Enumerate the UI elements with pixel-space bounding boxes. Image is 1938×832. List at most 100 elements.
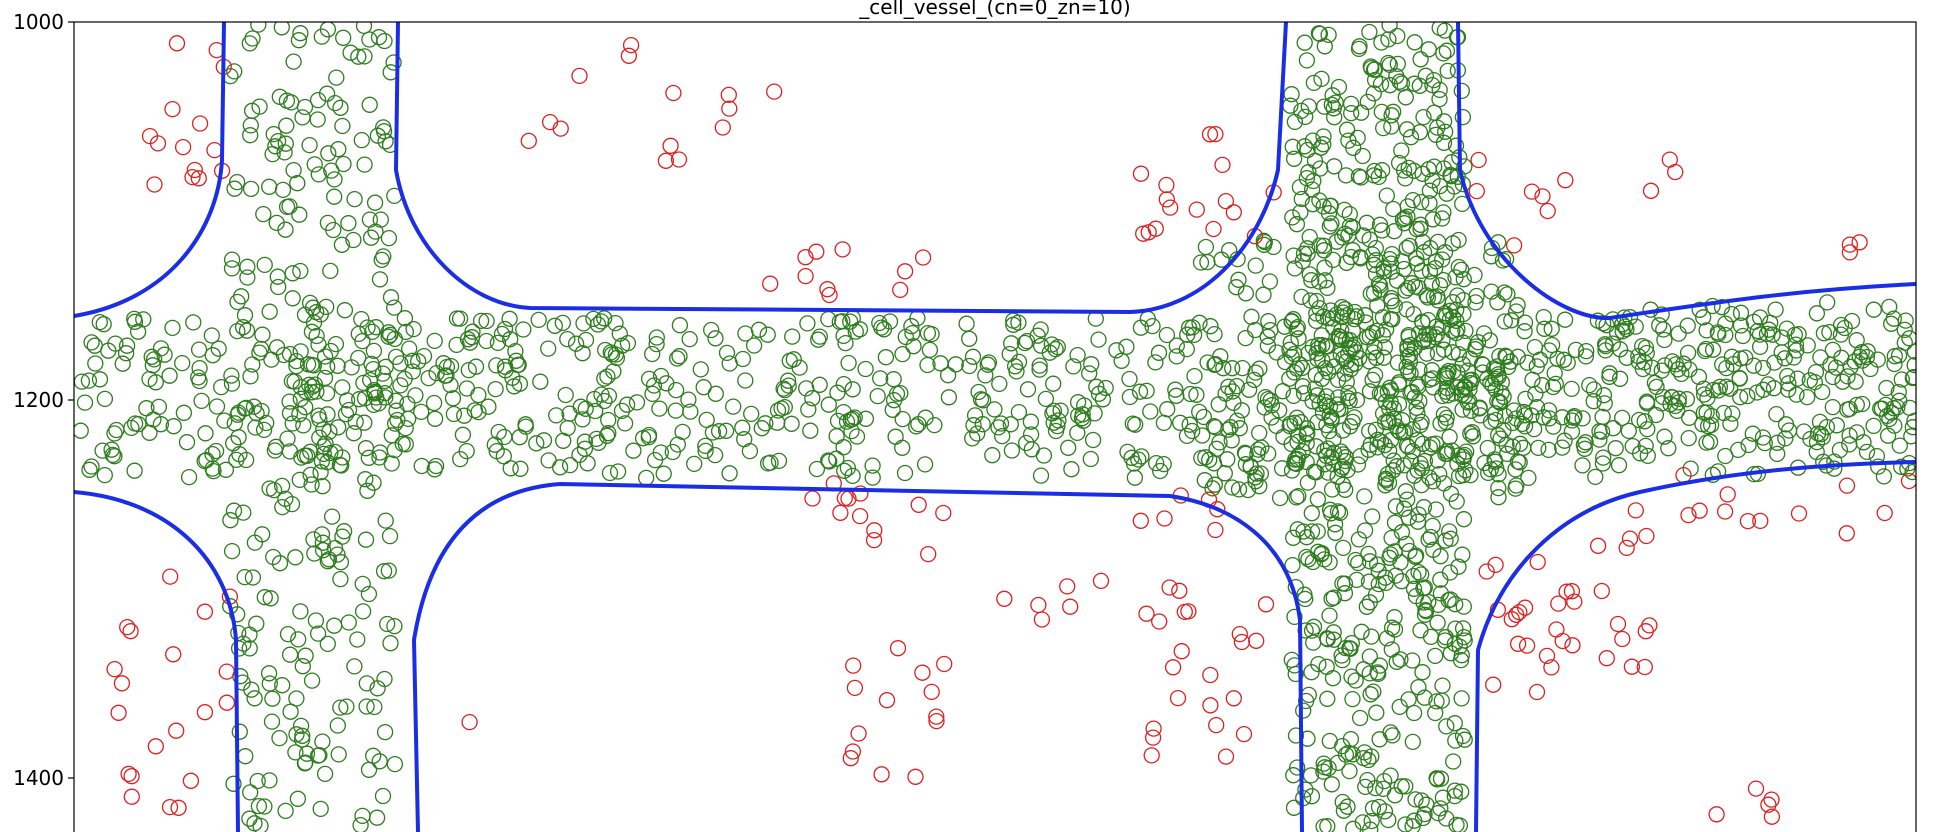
inside-cell-marker (1031, 357, 1048, 374)
inside-cell-marker (223, 260, 241, 277)
inside-cell-marker (1126, 469, 1144, 486)
outside-cell-marker (1158, 176, 1175, 194)
inside-cell-marker (1294, 378, 1311, 395)
inside-cell-marker (1286, 364, 1303, 381)
outside-cell-marker (670, 151, 688, 168)
inside-cell-marker (307, 612, 325, 629)
inside-cell-marker (1323, 96, 1340, 113)
inside-cell-marker (340, 614, 357, 631)
inside-cell-marker (1285, 150, 1303, 167)
inside-cell-marker (1373, 385, 1391, 403)
inside-cell-marker (1408, 220, 1425, 238)
inside-cell-marker (1344, 413, 1361, 431)
inside-cell-marker (1400, 159, 1417, 177)
inside-cell-marker (644, 385, 661, 403)
inside-cell-marker (1421, 182, 1439, 199)
inside-cell-marker (1191, 403, 1208, 421)
inside-cell-marker (1432, 415, 1449, 432)
inside-cell-marker (375, 248, 392, 265)
outside-cell-marker (1851, 234, 1868, 251)
inside-cell-marker (1323, 412, 1340, 429)
inside-cell-marker (551, 459, 569, 476)
outside-cell-marker (1838, 477, 1856, 494)
outside-cell-marker (1468, 182, 1485, 200)
inside-cell-marker (1695, 386, 1713, 403)
inside-cell-marker (884, 401, 901, 418)
inside-cell-marker (1305, 618, 1323, 635)
inside-cell-marker (1858, 443, 1876, 461)
outside-cell-marker (1641, 617, 1658, 634)
inside-cell-marker (1206, 476, 1223, 493)
inside-cell-marker (1108, 342, 1125, 359)
inside-cell-marker (1432, 571, 1449, 588)
inside-cell-marker (877, 349, 895, 366)
inside-cell-marker (1300, 344, 1317, 362)
outside-cell-marker (852, 485, 869, 502)
inside-cell-marker (1159, 401, 1176, 418)
inside-cell-marker (254, 326, 271, 343)
inside-cell-marker (1405, 567, 1422, 585)
inside-cell-marker (332, 570, 349, 588)
inside-cell-marker (1618, 320, 1635, 338)
inside-cell-marker (1299, 240, 1316, 257)
inside-cell-marker (1343, 668, 1360, 685)
inside-cell-marker (991, 375, 1008, 393)
outside-cell-marker (461, 713, 478, 731)
inside-cell-marker (1315, 198, 1332, 215)
inside-cell-marker (1397, 483, 1414, 500)
inside-cell-marker (1360, 545, 1377, 563)
inside-cell-marker (290, 631, 307, 648)
inside-cell-marker (1769, 445, 1786, 463)
inside-cell-marker (1446, 782, 1464, 799)
inside-cell-marker (1045, 402, 1063, 420)
inside-cell-marker (1364, 508, 1381, 525)
inside-cell-marker (236, 568, 253, 586)
inside-cell-marker (330, 141, 347, 158)
inside-cell-marker (1351, 709, 1369, 727)
inside-cell-marker (426, 332, 443, 350)
inside-cell-marker (1376, 437, 1393, 454)
inside-cell-marker (1318, 447, 1335, 464)
inside-cell-marker (1298, 420, 1316, 437)
inside-cell-marker (1362, 686, 1379, 703)
inside-cell-marker (96, 466, 113, 484)
inside-cell-marker (356, 414, 373, 431)
outside-cell-marker (928, 708, 945, 725)
inside-cell-marker (1228, 412, 1246, 429)
inside-cell-marker (1082, 450, 1099, 468)
outside-cell-marker (1790, 505, 1808, 522)
inside-cell-marker (243, 102, 261, 119)
inside-cell-marker (1789, 370, 1806, 387)
inside-cell-marker (1799, 388, 1816, 406)
inside-cell-marker (314, 478, 331, 495)
inside-cell-marker (283, 372, 301, 390)
inside-cell-marker (1392, 424, 1409, 441)
inside-cell-marker (1824, 398, 1841, 416)
inside-cell-marker (1694, 416, 1711, 433)
inside-cell-marker (1751, 338, 1769, 356)
outside-cell-marker (1550, 595, 1567, 612)
inside-cell-marker (459, 331, 477, 348)
inside-cell-marker (1453, 82, 1470, 100)
inside-cell-marker (1353, 623, 1370, 640)
inside-cell-marker (871, 314, 888, 332)
inside-cell-marker (804, 390, 821, 407)
inside-cell-marker (1355, 227, 1372, 244)
inside-cell-marker (1167, 381, 1184, 398)
inside-cell-marker (1401, 542, 1418, 560)
inside-cell-marker (1780, 422, 1798, 439)
inside-cell-marker (238, 322, 256, 339)
inside-cell-marker (750, 321, 768, 338)
inside-cell-marker (1274, 383, 1291, 400)
inside-cell-marker (1673, 365, 1690, 383)
inside-cell-marker (974, 392, 992, 409)
inside-cell-marker (354, 603, 372, 620)
inside-cell-marker (1336, 575, 1354, 592)
inside-cell-marker (1455, 271, 1472, 288)
inside-cell-marker (1404, 191, 1422, 209)
inside-cell-marker (1482, 461, 1499, 478)
inside-cell-marker (385, 54, 402, 71)
inside-cell-marker (1388, 272, 1406, 289)
outside-cell-marker (1233, 633, 1251, 651)
inside-cell-marker (335, 29, 352, 46)
